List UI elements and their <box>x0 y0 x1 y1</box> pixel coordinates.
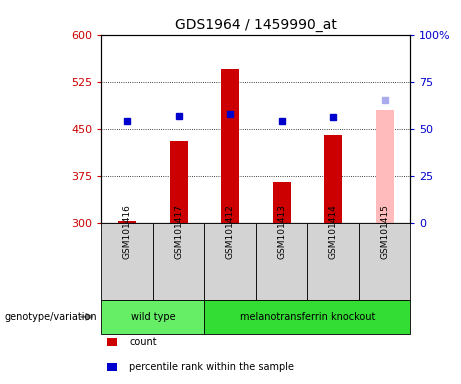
Bar <box>170 141 188 223</box>
Text: melanotransferrin knockout: melanotransferrin knockout <box>240 312 375 322</box>
Text: wild type: wild type <box>130 312 175 322</box>
Title: GDS1964 / 1459990_at: GDS1964 / 1459990_at <box>175 18 337 32</box>
Bar <box>324 135 342 223</box>
Bar <box>272 182 290 223</box>
Text: GSM101417: GSM101417 <box>174 204 183 259</box>
Text: GSM101415: GSM101415 <box>380 204 389 259</box>
Bar <box>376 110 394 223</box>
Text: percentile rank within the sample: percentile rank within the sample <box>129 362 294 372</box>
Text: GSM101416: GSM101416 <box>123 204 132 259</box>
Text: GSM101412: GSM101412 <box>225 204 235 259</box>
Text: GSM101413: GSM101413 <box>277 204 286 259</box>
Bar <box>118 222 136 223</box>
Text: count: count <box>129 337 157 347</box>
Bar <box>221 69 239 223</box>
Text: genotype/variation: genotype/variation <box>5 312 97 322</box>
Text: GSM101414: GSM101414 <box>329 204 337 259</box>
